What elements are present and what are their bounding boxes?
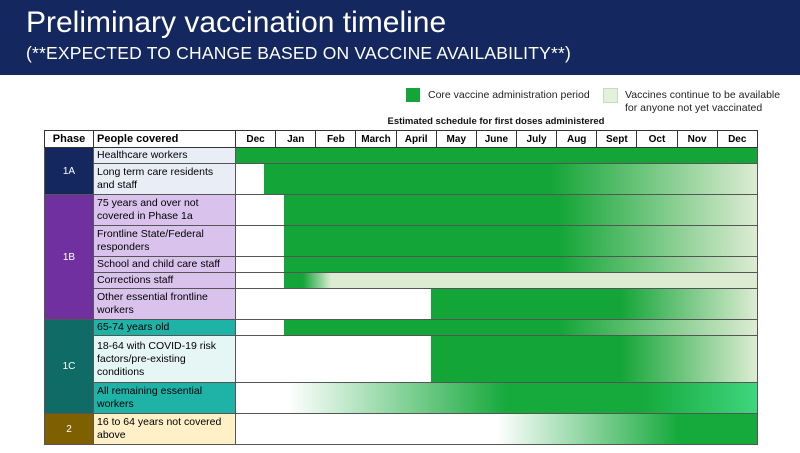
month-header: Jan xyxy=(275,130,317,148)
people-cell: Frontline State/Federal responders xyxy=(93,225,236,257)
people-cell: Corrections staff xyxy=(93,272,236,289)
timeline-bar-cell xyxy=(235,163,758,195)
month-header: April xyxy=(395,130,437,148)
month-header: Dec xyxy=(234,130,277,148)
timeline-bar-cell xyxy=(235,413,758,445)
timeline-bar-cell xyxy=(235,272,758,289)
phase-column-header: Phase xyxy=(44,130,94,148)
people-cell: All remaining essential workers xyxy=(93,382,236,414)
timeline-bar-cell xyxy=(235,335,758,383)
table-row: 1C 65-74 years old xyxy=(44,319,758,414)
month-header: Sept xyxy=(596,130,638,148)
people-cell: Healthcare workers xyxy=(93,147,236,164)
people-cell: 75 years and over not covered in Phase 1… xyxy=(93,194,236,226)
table-row: 18-64 with COVID-19 risk factors/pre-exi… xyxy=(45,335,758,383)
table-row: School and child care staff xyxy=(45,256,758,273)
month-header: Feb xyxy=(315,130,357,148)
timeline-bar-cell xyxy=(235,147,758,164)
people-cell: Other essential frontline workers xyxy=(93,288,236,320)
timeline-bar-cell xyxy=(235,288,758,320)
header-banner: Preliminary vaccination timeline (**EXPE… xyxy=(0,0,800,75)
legend-core-swatch xyxy=(406,88,420,102)
timeline-bar-cell xyxy=(235,194,758,226)
people-cell: 65-74 years old xyxy=(93,319,236,336)
month-header: July xyxy=(515,130,558,148)
legend-core-label: Core vaccine administration period xyxy=(428,89,590,101)
phase-1b-label: 1B xyxy=(44,194,94,320)
schedule-title: Estimated schedule for first doses admin… xyxy=(387,116,605,127)
timeline-bar-cell xyxy=(235,319,758,336)
month-header: Nov xyxy=(676,130,718,148)
people-cell: School and child care staff xyxy=(93,256,236,273)
people-cell: 18-64 with COVID-19 risk factors/pre-exi… xyxy=(93,335,236,383)
month-header: May xyxy=(435,130,477,148)
table-row: All remaining essential workers xyxy=(45,382,758,414)
header-row: Phase People covered Dec Jan Feb March A… xyxy=(44,130,758,148)
table-row: 1B 75 years and over not covered in Phas… xyxy=(44,194,758,320)
month-header: March xyxy=(355,130,397,148)
table-row: Corrections staff xyxy=(45,272,758,289)
table-row: Frontline State/Federal responders xyxy=(45,225,758,257)
table-row: Other essential frontline workers xyxy=(45,288,758,320)
legend-light-swatch xyxy=(603,88,618,103)
people-cell: Long term care residents and staff xyxy=(93,163,236,195)
vaccination-timeline-table: Phase People covered Dec Jan Feb March A… xyxy=(44,130,758,445)
timeline-bar-cell xyxy=(235,382,758,414)
month-header: June xyxy=(475,130,517,148)
legend-light-label-2: for anyone not yet vaccinated xyxy=(625,102,763,114)
people-cell: 16 to 64 years not covered above xyxy=(93,413,236,445)
table-row: Long term care residents and staff xyxy=(45,163,758,195)
people-column-header: People covered xyxy=(93,130,236,148)
phase-2-label: 2 xyxy=(44,413,94,445)
phase-1a-label: 1A xyxy=(44,147,94,195)
table-row: 1A Healthcare workers xyxy=(44,147,758,195)
legend-light-label-1: Vaccines continue to be available xyxy=(625,89,781,101)
timeline-bar-cell xyxy=(235,225,758,257)
page-subtitle: (**EXPECTED TO CHANGE BASED ON VACCINE A… xyxy=(26,43,572,63)
month-header: Aug xyxy=(556,130,598,148)
timeline-bar-cell xyxy=(235,256,758,273)
phase-1c-label: 1C xyxy=(44,319,94,414)
month-header: Dec xyxy=(716,130,758,148)
month-header: Oct xyxy=(636,130,678,148)
page-title: Preliminary vaccination timeline xyxy=(26,6,447,39)
table-row: 2 16 to 64 years not covered above xyxy=(44,413,758,445)
